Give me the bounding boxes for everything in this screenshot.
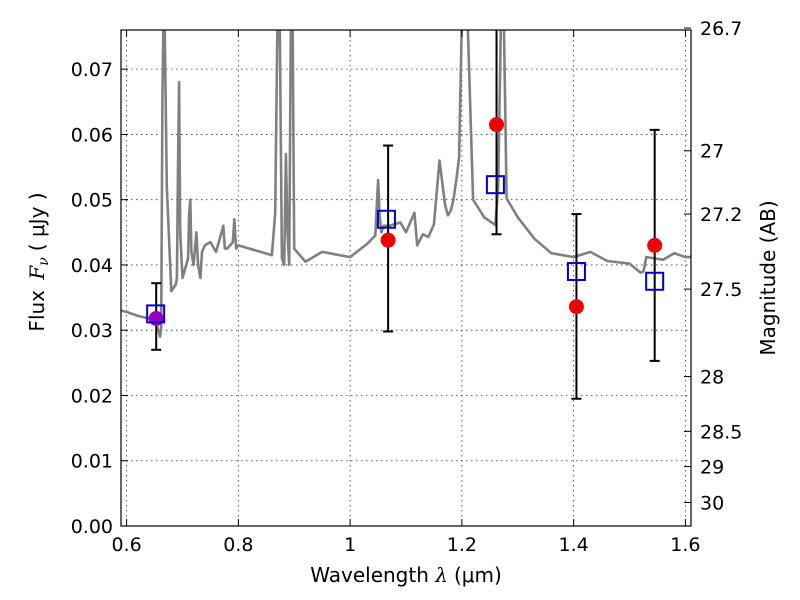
plot-frame — [120, 29, 692, 527]
y-tick-label: 0.04 — [71, 255, 113, 277]
y-tick-label: 0.07 — [71, 59, 113, 81]
error-bars — [151, 30, 660, 400]
x-tick-label: 1.6 — [670, 534, 700, 556]
x-tick-label: 0.8 — [223, 534, 253, 556]
y-tick-label: 0.01 — [71, 451, 113, 473]
observed-point — [489, 117, 505, 133]
y2-tick-label: 27.5 — [700, 279, 742, 301]
x-axis-label: Wavelength λ (μm) — [310, 563, 502, 587]
x-tick-label: 1 — [344, 534, 356, 556]
model-point — [566, 261, 586, 281]
x-tick-label: 1.2 — [447, 534, 477, 556]
observed-point — [148, 310, 164, 326]
y-tick-label: 0.03 — [71, 320, 113, 342]
x-tick-label: 0.6 — [111, 534, 141, 556]
observed-point — [568, 299, 584, 315]
y-tick-label: 0.02 — [71, 385, 113, 407]
model-point — [645, 271, 665, 291]
y2-tick-label: 26.7 — [700, 18, 742, 40]
y2-tick-label: 27 — [700, 141, 724, 163]
model-point — [376, 209, 396, 229]
y2-tick-label: 30 — [700, 493, 724, 515]
y2-tick-label: 28.5 — [700, 421, 742, 443]
grid — [121, 30, 691, 526]
model-point — [485, 175, 505, 195]
ticks: 0.6 0.8 1 1.2 1.4 1.6 0.00 0.01 0.02 0.03 0.04 0.05… — [71, 18, 743, 556]
observed-point — [380, 232, 396, 248]
x-tick-label: 1.4 — [559, 534, 589, 556]
y2-tick-label: 28 — [700, 367, 724, 389]
model-point — [146, 304, 166, 324]
y-axis-label: Flux Fν( μJy ) — [25, 192, 52, 331]
y2-tick-label: 29 — [700, 457, 724, 479]
y2-axis-label: Magnitude (AB) — [756, 200, 780, 355]
y-tick-label: 0.06 — [71, 124, 113, 146]
observed-point — [647, 237, 663, 253]
y-tick-label: 0.00 — [71, 516, 113, 538]
y-tick-label: 0.05 — [71, 190, 113, 212]
data-layer — [121, 30, 691, 339]
y2-tick-label: 27.2 — [700, 204, 742, 226]
markers — [146, 117, 665, 326]
spectrum-line — [121, 30, 691, 339]
